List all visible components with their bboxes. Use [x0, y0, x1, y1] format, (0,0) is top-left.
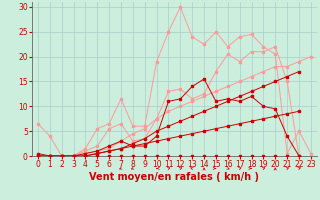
X-axis label: Vent moyen/en rafales ( km/h ): Vent moyen/en rafales ( km/h )	[89, 172, 260, 182]
